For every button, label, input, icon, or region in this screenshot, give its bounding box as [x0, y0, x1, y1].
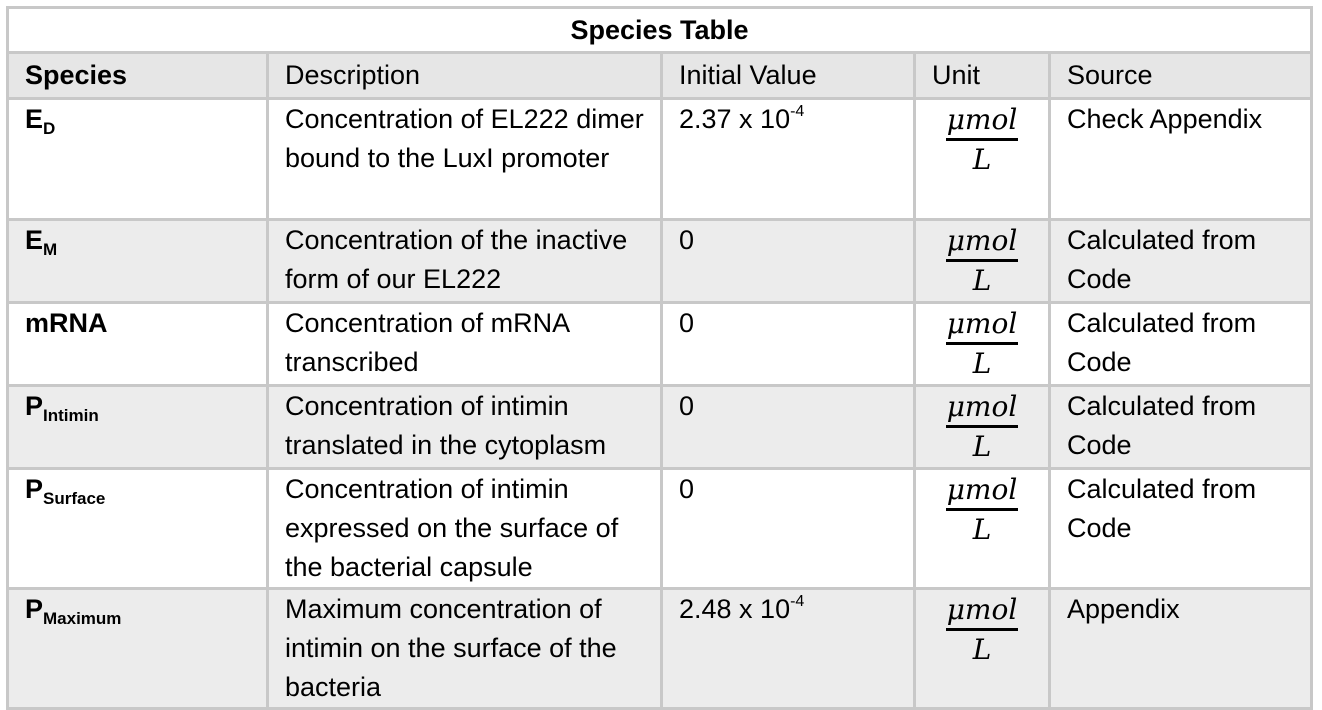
source-cell: Calculated from Code [1048, 467, 1313, 590]
source-cell: Calculated from Code [1048, 218, 1313, 304]
initial-value-exponent: -4 [790, 593, 805, 610]
table-row: EM Concentration of the inactive form of… [6, 218, 1313, 304]
species-cell: PIntimin [6, 384, 269, 470]
initial-value: 2.37 x 10 [679, 104, 791, 134]
unit-numerator: μmol [946, 390, 1018, 423]
species-name: E [25, 104, 44, 134]
initial-value: 2.48 x 10 [679, 594, 791, 624]
unit-denominator: L [972, 264, 992, 297]
species-table: Species Table Species Description Initia… [6, 6, 1313, 710]
table-row: PMaximum Maximum concentration of intimi… [6, 587, 1313, 710]
fraction-bar [946, 508, 1018, 511]
species-subscript: M [43, 240, 58, 259]
unit-fraction: μmol L [945, 306, 1020, 383]
source-cell: Check Appendix [1048, 97, 1313, 221]
initial-value-cell: 0 [660, 218, 916, 304]
unit-numerator: μmol [946, 224, 1018, 257]
species-name: mRNA [25, 308, 108, 338]
unit-cell: μmol L [913, 467, 1051, 590]
initial-value-exponent: -4 [790, 103, 805, 120]
unit-denominator: L [972, 430, 992, 463]
species-name: P [25, 474, 44, 504]
fraction-bar [946, 138, 1018, 141]
species-subscript: Intimin [43, 406, 99, 425]
unit-cell: μmol L [913, 384, 1051, 470]
unit-denominator: L [972, 347, 992, 380]
initial-value-cell: 0 [660, 301, 916, 387]
table-title: Species Table [6, 6, 1313, 54]
header-unit: Unit [913, 51, 1051, 100]
table-row: PIntimin Concentration of intimin transl… [6, 384, 1313, 470]
species-subscript: D [43, 119, 56, 138]
fraction-bar [946, 425, 1018, 428]
fraction-bar [946, 342, 1018, 345]
species-name: P [25, 594, 44, 624]
header-initial-value: Initial Value [660, 51, 916, 100]
table-row: ED Concentration of EL222 dimer bound to… [6, 97, 1313, 221]
source-cell: Calculated from Code [1048, 301, 1313, 387]
description-cell: Concentration of EL222 dimer bound to th… [266, 97, 663, 221]
fraction-bar [946, 259, 1018, 262]
species-cell: EM [6, 218, 269, 304]
unit-cell: μmol L [913, 97, 1051, 221]
initial-value: 0 [679, 391, 695, 421]
table-row: mRNA Concentration of mRNA transcribed 0… [6, 301, 1313, 387]
species-cell: mRNA [6, 301, 269, 387]
species-subscript: Maximum [43, 609, 122, 628]
initial-value: 0 [679, 308, 695, 338]
header-species: Species [6, 51, 269, 100]
source-cell: Calculated from Code [1048, 384, 1313, 470]
initial-value-cell: 2.37 x 10-4 [660, 97, 916, 221]
species-name: P [25, 391, 44, 421]
species-name: E [25, 225, 44, 255]
unit-denominator: L [972, 513, 992, 546]
unit-denominator: L [972, 143, 992, 176]
source-cell: Appendix [1048, 587, 1313, 710]
initial-value-cell: 0 [660, 384, 916, 470]
table-row: PSurface Concentration of intimin expres… [6, 467, 1313, 590]
unit-numerator: μmol [946, 307, 1018, 340]
unit-fraction: μmol L [945, 472, 1020, 549]
table-title-row: Species Table [6, 6, 1313, 54]
initial-value-cell: 2.48 x 10-4 [660, 587, 916, 710]
initial-value: 0 [679, 225, 695, 255]
unit-cell: μmol L [913, 301, 1051, 387]
description-cell: Concentration of the inactive form of ou… [266, 218, 663, 304]
header-row: Species Description Initial Value Unit S… [6, 51, 1313, 100]
unit-fraction: μmol L [945, 102, 1020, 179]
description-cell: Concentration of mRNA transcribed [266, 301, 663, 387]
species-table-container: Species Table Species Description Initia… [6, 6, 1313, 710]
unit-numerator: μmol [946, 473, 1018, 506]
initial-value: 0 [679, 474, 695, 504]
unit-fraction: μmol L [945, 592, 1020, 669]
description-cell: Maximum concentration of intimin on the … [266, 587, 663, 710]
header-source: Source [1048, 51, 1313, 100]
initial-value-cell: 0 [660, 467, 916, 590]
species-cell: PSurface [6, 467, 269, 590]
species-subscript: Surface [43, 489, 106, 508]
unit-numerator: μmol [946, 103, 1018, 136]
unit-numerator: μmol [946, 593, 1018, 626]
unit-fraction: μmol L [945, 389, 1020, 466]
unit-fraction: μmol L [945, 223, 1020, 300]
description-cell: Concentration of intimin expressed on th… [266, 467, 663, 590]
unit-denominator: L [972, 633, 992, 666]
unit-cell: μmol L [913, 218, 1051, 304]
description-cell: Concentration of intimin translated in t… [266, 384, 663, 470]
species-cell: ED [6, 97, 269, 221]
unit-cell: μmol L [913, 587, 1051, 710]
fraction-bar [946, 628, 1018, 631]
header-description: Description [266, 51, 663, 100]
species-cell: PMaximum [6, 587, 269, 710]
